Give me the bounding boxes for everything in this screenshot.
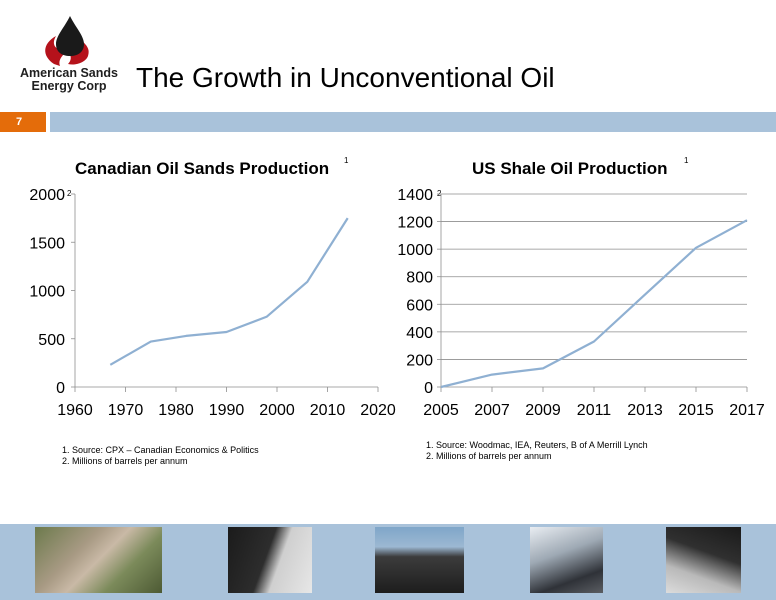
page-number: 7 [0, 112, 46, 132]
canadian-x-tick-label: 2000 [259, 402, 295, 419]
canadian-x-tick-label: 1990 [209, 402, 245, 419]
canadian-x-tick-label: 2010 [310, 402, 346, 419]
canadian-series-line [109, 217, 349, 366]
oil-sands-sample-photo [228, 527, 312, 593]
canadian-x-tick-label: 1960 [57, 402, 93, 419]
footnote-marker-us-yaxis: 2 [437, 189, 442, 198]
canadian-y-tick-label: 2000 [29, 187, 65, 204]
footnote-marker-canadian-title: 1 [344, 156, 349, 165]
us-shale-x-tick-label: 2005 [423, 402, 459, 419]
footnote-left-1: 1. Source: CPX – Canadian Economics & Po… [62, 445, 259, 455]
workers-photo [530, 527, 603, 593]
us-shale-y-tick-label: 1200 [397, 215, 433, 232]
canadian-x-tick-label: 2020 [360, 402, 396, 419]
us-shale-x-tick-label: 2007 [474, 402, 510, 419]
us-shale-x-tick-label: 2015 [678, 402, 714, 419]
logo-text-line2: Energy Corp [31, 79, 107, 93]
aerial-oil-sands-photo [35, 527, 162, 593]
us-shale-x-tick-label: 2011 [577, 402, 612, 419]
oil-drop-flame-icon [45, 16, 89, 66]
footnote-marker-us-title: 1 [684, 156, 689, 165]
footnote-marker-canadian-yaxis: 2 [67, 189, 72, 198]
header-bar [50, 112, 776, 132]
company-logo: American Sands Energy Corp [14, 14, 124, 100]
footnotes-left: 1. Source: CPX – Canadian Economics & Po… [62, 445, 259, 467]
us-shale-y-tick-label: 600 [406, 297, 433, 314]
chart-title-canadian: Canadian Oil Sands Production [75, 159, 330, 178]
footnote-left-2: 2. Millions of barrels per annum [62, 456, 188, 466]
refinery-equipment-photo [375, 527, 464, 593]
canadian-x-tick-label: 1980 [158, 402, 194, 419]
us-shale-y-tick-label: 0 [424, 380, 433, 397]
canadian-y-tick-label: 0 [56, 380, 65, 397]
us-shale-y-tick-label: 1400 [397, 187, 433, 204]
us-shale-y-tick-label: 1000 [397, 242, 433, 259]
canadian-y-tick-label: 500 [38, 332, 65, 349]
canadian-y-tick-label: 1000 [29, 284, 65, 301]
logo-text-line1: American Sands [20, 66, 118, 80]
footnotes-right: 1. Source: Woodmac, IEA, Reuters, B of A… [426, 440, 648, 462]
us-shale-x-tick-label: 2013 [627, 402, 663, 419]
us-shale-y-tick-label: 400 [406, 325, 433, 342]
footnote-right-2: 2. Millions of barrels per annum [426, 451, 552, 461]
canadian-y-tick-label: 1500 [29, 235, 65, 252]
us-shale-y-tick-label: 800 [406, 270, 433, 287]
us-shale-series-line [440, 219, 748, 389]
slide-title: The Growth in Unconventional Oil [136, 62, 555, 93]
us-shale-x-tick-label: 2009 [525, 402, 561, 419]
sand-pile-photo [666, 527, 741, 593]
us-shale-x-tick-label: 2017 [729, 402, 765, 419]
footnote-right-1: 1. Source: Woodmac, IEA, Reuters, B of A… [426, 440, 648, 450]
us-shale-y-tick-label: 200 [406, 352, 433, 369]
chart-title-us-shale: US Shale Oil Production [472, 159, 668, 178]
canadian-x-tick-label: 1970 [108, 402, 144, 419]
